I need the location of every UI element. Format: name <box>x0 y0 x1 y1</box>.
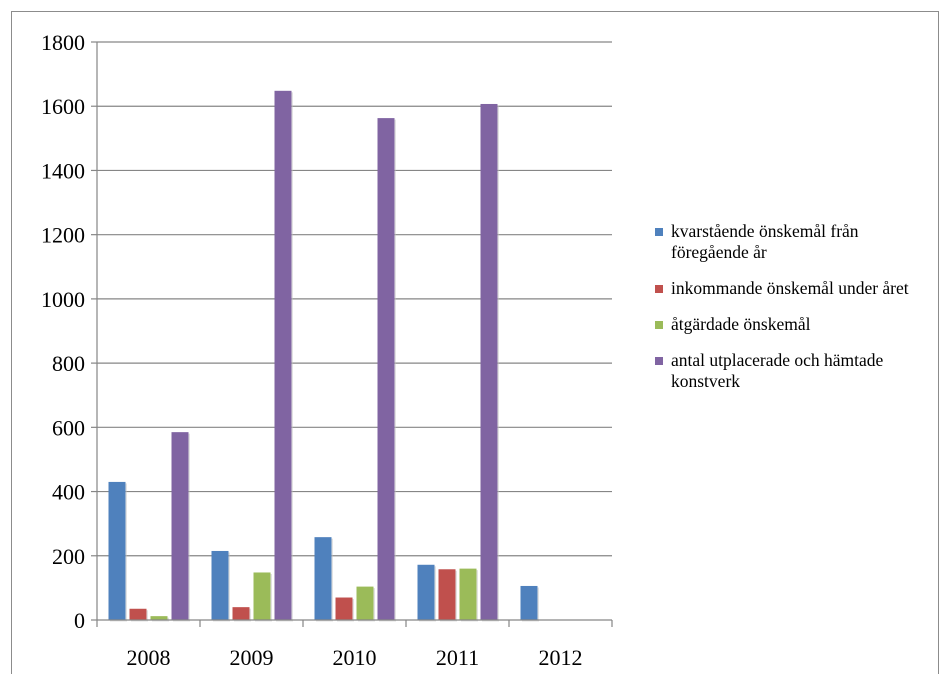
chart-frame <box>11 11 939 674</box>
bar <box>459 568 477 620</box>
legend-item: kvarstående önskemål från föregående år <box>655 221 935 263</box>
x-tick-label: 2008 <box>127 645 171 670</box>
bar <box>520 585 538 620</box>
legend-swatch <box>655 357 663 365</box>
legend-item: antal utplacerade och hämtade konstverk <box>655 350 935 392</box>
legend-swatch <box>655 228 663 236</box>
y-tick-label: 400 <box>52 480 85 505</box>
bar <box>253 572 271 620</box>
x-tick-label: 2012 <box>539 645 583 670</box>
bar <box>356 586 374 620</box>
bar <box>335 597 353 620</box>
bar <box>150 616 168 620</box>
bar <box>438 569 456 620</box>
bar <box>314 537 332 620</box>
y-tick-label: 1600 <box>41 94 85 119</box>
legend-label: antal utplacerade och hämtade konstverk <box>671 350 884 391</box>
bar <box>171 432 189 620</box>
legend-swatch <box>655 321 663 329</box>
legend: kvarstående önskemål från föregående år i… <box>655 221 935 407</box>
y-tick-label: 1800 <box>41 30 85 55</box>
x-tick-label: 2009 <box>230 645 274 670</box>
y-tick-label: 200 <box>52 544 85 569</box>
y-tick-label: 800 <box>52 351 85 376</box>
bar <box>129 608 147 620</box>
bar <box>274 90 292 620</box>
x-tick-label: 2010 <box>333 645 377 670</box>
legend-item: åtgärdade önskemål <box>655 314 935 335</box>
legend-label: åtgärdade önskemål <box>671 314 811 334</box>
legend-label: kvarstående önskemål från föregående år <box>671 221 859 262</box>
bar <box>480 103 498 621</box>
legend-label: inkommande önskemål under året <box>671 278 909 298</box>
bar <box>417 564 435 620</box>
y-tick-label: 0 <box>74 608 85 633</box>
bar <box>211 550 229 620</box>
bar <box>377 118 395 620</box>
y-tick-label: 1000 <box>41 287 85 312</box>
y-tick-label: 600 <box>52 415 85 440</box>
bar <box>108 481 126 620</box>
y-tick-label: 1200 <box>41 223 85 248</box>
legend-item: inkommande önskemål under året <box>655 278 935 299</box>
bar <box>232 607 250 620</box>
x-tick-label: 2011 <box>436 645 479 670</box>
legend-swatch <box>655 285 663 293</box>
y-tick-label: 1400 <box>41 158 85 183</box>
